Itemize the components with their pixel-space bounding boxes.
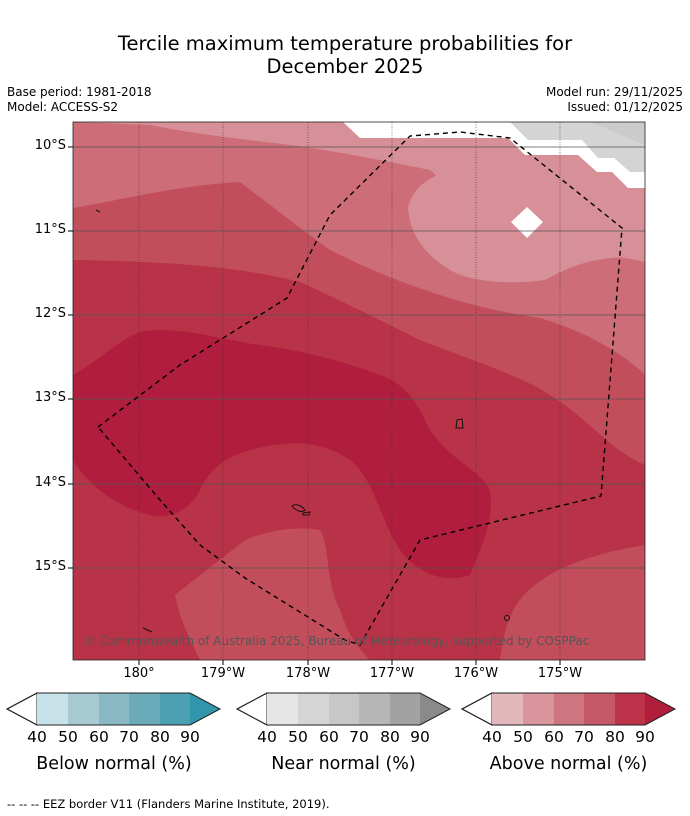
eez-legend-note: -- -- -- EEZ border V11 (Flanders Marine… [7,797,330,811]
lat-label: 11°S [34,222,66,237]
above-normal-label: Above normal (%) [489,754,648,774]
contour-above-70-south [175,528,370,660]
below-normal-label: Below normal (%) [36,754,192,774]
model-run: Model run: 29/11/2025 [545,85,683,99]
cb-below-tick: 60 [89,728,109,746]
map-contours [73,122,645,660]
lon-label: 176°W [453,666,499,681]
contour-above-70-southeast [500,545,645,660]
colorbar-below-seg-3 [99,693,129,725]
colorbar-near-seg-2 [298,693,329,725]
lon-label: 177°W [369,666,415,681]
near-normal-label: Near normal (%) [271,754,416,774]
graticule [138,122,561,660]
cb-above-tick: 60 [544,728,564,746]
lat-label: 13°S [34,390,66,405]
cb-above-tick: 90 [635,728,655,746]
chart-title: Tercile maximum temperature probabilitie… [0,32,690,78]
colorbar-below-seg-1 [37,693,68,725]
colorbar-above-seg-4 [584,693,615,725]
cb-above-tick: 70 [574,728,594,746]
colorbar-above-seg-5 [615,693,645,725]
cb-near-tick: 50 [288,728,308,746]
cb-below-tick: 50 [58,728,78,746]
colorbar-near-seg-6 [420,693,450,725]
meta-right: Model run: 29/11/2025 Issued: 01/12/2025 [546,85,683,115]
cb-near-tick: 80 [380,728,400,746]
colorbar-near-seg-1 [267,693,298,725]
base-period: Base period: 1981-2018 [7,85,152,99]
colorbar-near-seg-5 [390,693,420,725]
lat-label: 10°S [34,138,66,153]
lon-label: 179°W [200,666,246,681]
cb-near-tick: 90 [410,728,430,746]
lon-label: 175°W [537,666,583,681]
no-data-diamond [511,207,543,238]
cb-below-tick: 80 [150,728,170,746]
colorbar-near-seg-4 [359,693,390,725]
colorbar-below-seg-6 [190,693,220,725]
copyright-notice: © Commonwealth of Australia 2025, Bureau… [84,634,590,648]
near-normal-50 [590,122,645,145]
colorbar-below-seg-4 [129,693,160,725]
cb-near-tick: 60 [319,728,339,746]
islands [95,209,510,633]
axis-ticks [68,146,561,665]
lat-label: 15°S [34,559,66,574]
issued-date: Issued: 01/12/2025 [567,100,683,114]
colorbar-near-seg-3 [329,693,359,725]
eez-border [96,131,623,646]
near-normal-40 [510,122,645,172]
colorbar-above-seg-3 [554,693,584,725]
lon-label: 180° [123,666,155,681]
lat-label: 14°S [34,475,66,490]
cb-above-tick: 50 [513,728,533,746]
colorbar-below-seg-5 [160,693,190,725]
title-line-1: Tercile maximum temperature probabilitie… [117,32,573,55]
cb-below-tick: 70 [119,728,139,746]
cb-above-tick: 80 [605,728,625,746]
latitude-lines [73,146,645,569]
colorbar-above-normal [460,692,677,726]
cb-above-tick: 40 [482,728,502,746]
cb-below-tick: 40 [27,728,47,746]
model-name: Model: ACCESS-S2 [7,100,119,114]
colorbar-near-normal [235,692,452,726]
map-frame [72,121,646,661]
title-line-2: December 2025 [266,55,424,78]
cb-below-tick: 90 [180,728,200,746]
colorbar-above-seg-1 [492,693,523,725]
colorbar-below-seg-2 [68,693,99,725]
meta-left: Base period: 1981-2018 Model: ACCESS-S2 [7,85,152,115]
lat-label: 12°S [34,306,66,321]
colorbar-above-seg-2 [523,693,554,725]
colorbar-below-normal [5,692,222,726]
cb-near-tick: 40 [257,728,277,746]
lon-label: 178°W [285,666,331,681]
colorbar-above-seg-6 [645,693,675,725]
cb-near-tick: 70 [349,728,369,746]
